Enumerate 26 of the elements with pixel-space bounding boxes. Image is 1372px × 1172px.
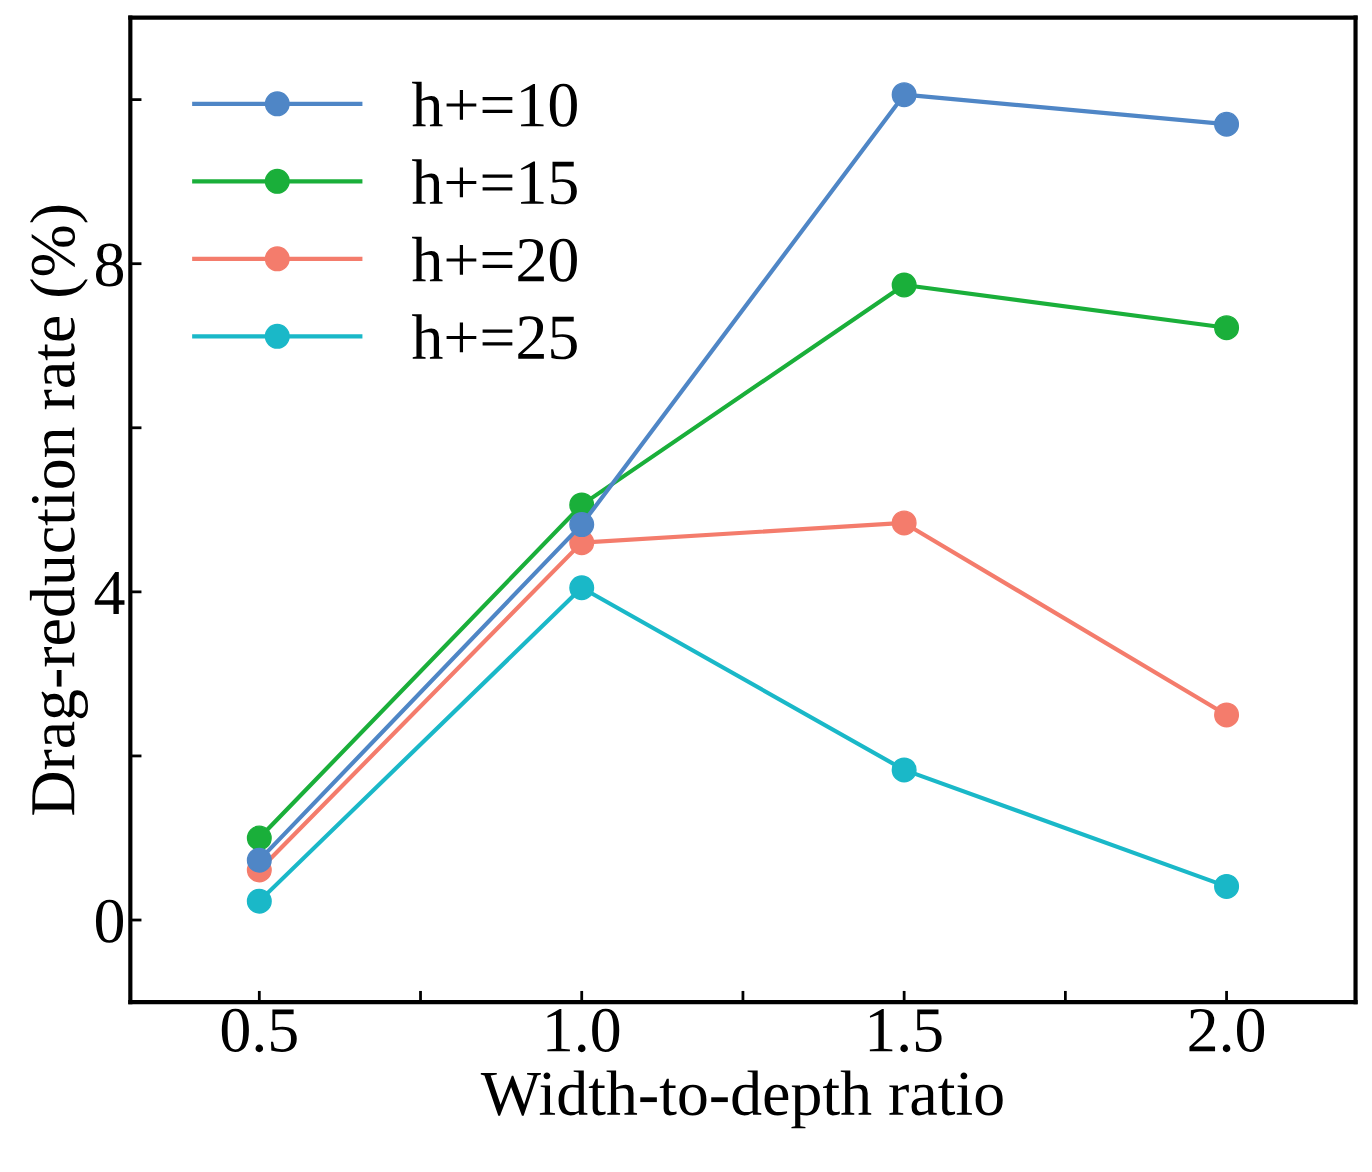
point [1214,315,1240,341]
point [1214,702,1240,728]
x-tick-label: 2.0 [1189,1008,1265,1053]
legend-label: h+=10 [412,81,577,127]
point [1214,111,1240,137]
legend-label: h+=15 [412,159,577,205]
y-tick-label: 8 [95,243,124,287]
point [891,272,917,298]
point [891,82,917,108]
x-axis-title: Width-to-depth ratio [480,1070,1003,1129]
point [569,575,595,601]
x-tick-label: 1.5 [869,1009,942,1053]
point [246,847,272,873]
y-axis-title: Drag-reduction rate (%) [29,205,88,815]
legend-label: h+=25 [412,314,577,360]
point [891,757,917,783]
y-tick-label: 4 [94,571,125,615]
legend-label: h+=20 [412,236,577,282]
point [246,825,272,851]
x-tick-label: 0.5 [221,1008,297,1053]
point [1214,873,1240,899]
point [246,888,272,914]
x-tick-label: 1.0 [547,1008,620,1053]
point [569,512,595,538]
point [891,510,917,536]
y-tick-label: 0 [95,899,124,943]
